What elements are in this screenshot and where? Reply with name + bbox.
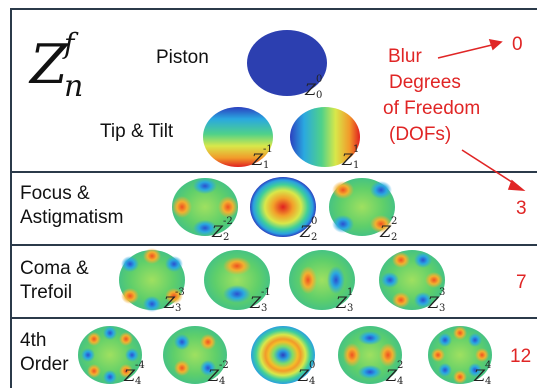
pupil-z4-4 — [428, 326, 492, 384]
pupil-z3-3 — [379, 250, 445, 310]
mode-label-z3_-1: Z -1 3 — [250, 287, 271, 314]
annotation-degrees: Degrees — [389, 72, 461, 93]
zernike-symbol: Z — [30, 33, 68, 96]
pupil-z3-m3 — [119, 248, 185, 312]
annotation-of-freedom: of Freedom — [383, 98, 481, 119]
zernike-symbol-sup: f — [64, 27, 75, 60]
row-divider — [10, 317, 537, 319]
pupil-z4-0 — [251, 326, 315, 384]
mode-label-z1_-1: Z -1 1 — [252, 144, 273, 171]
pupil-z2-m2 — [172, 178, 238, 236]
pupil-z2-2 — [329, 178, 395, 236]
pupil-z3-1 — [289, 250, 355, 310]
row-divider — [10, 244, 537, 246]
mode-label-z3_-3: Z -3 3 — [164, 287, 185, 314]
label-tip-tilt: Tip & Tilt — [100, 121, 174, 142]
pupil-z4-m2 — [163, 326, 227, 384]
annotation-blur: Blur — [388, 46, 422, 67]
pupil-z1-1 — [290, 107, 360, 167]
label-focus-line1: Focus & — [20, 183, 90, 204]
label-4th-line2: Order — [20, 354, 69, 375]
mode-label-z2_-2: Z -2 2 — [212, 216, 233, 243]
dof-value-coma: 7 — [516, 272, 527, 293]
label-focus-line2: Astigmatism — [20, 207, 124, 228]
pupil-z4-m4 — [78, 326, 142, 384]
pupil-z2-0 — [250, 177, 316, 237]
pupil-z0-0 — [247, 30, 327, 96]
frame-top — [10, 8, 537, 10]
pupil-z1-m1 — [203, 107, 273, 167]
label-4th-line1: 4th — [20, 330, 47, 351]
annotation-dofs: (DOFs) — [389, 124, 452, 145]
pupil-z3-m1 — [204, 250, 270, 310]
mode-label-z4_-4: Z -4 4 — [124, 360, 145, 387]
label-coma-line1: Coma & — [20, 258, 89, 279]
mode-label-z4_-2: Z -2 4 — [208, 360, 229, 387]
dof-value-piston: 0 — [512, 34, 523, 55]
pupil-z4-2 — [338, 326, 402, 384]
row-divider — [10, 171, 537, 173]
label-coma-line2: Trefoil — [20, 282, 73, 303]
dof-value-focus: 3 — [516, 198, 527, 219]
label-piston: Piston — [156, 47, 209, 68]
dof-arrows — [437, 38, 526, 191]
zernike-symbol-sub: n — [64, 69, 84, 104]
dof-value-4th: 12 — [510, 346, 532, 367]
frame-left — [10, 8, 12, 388]
